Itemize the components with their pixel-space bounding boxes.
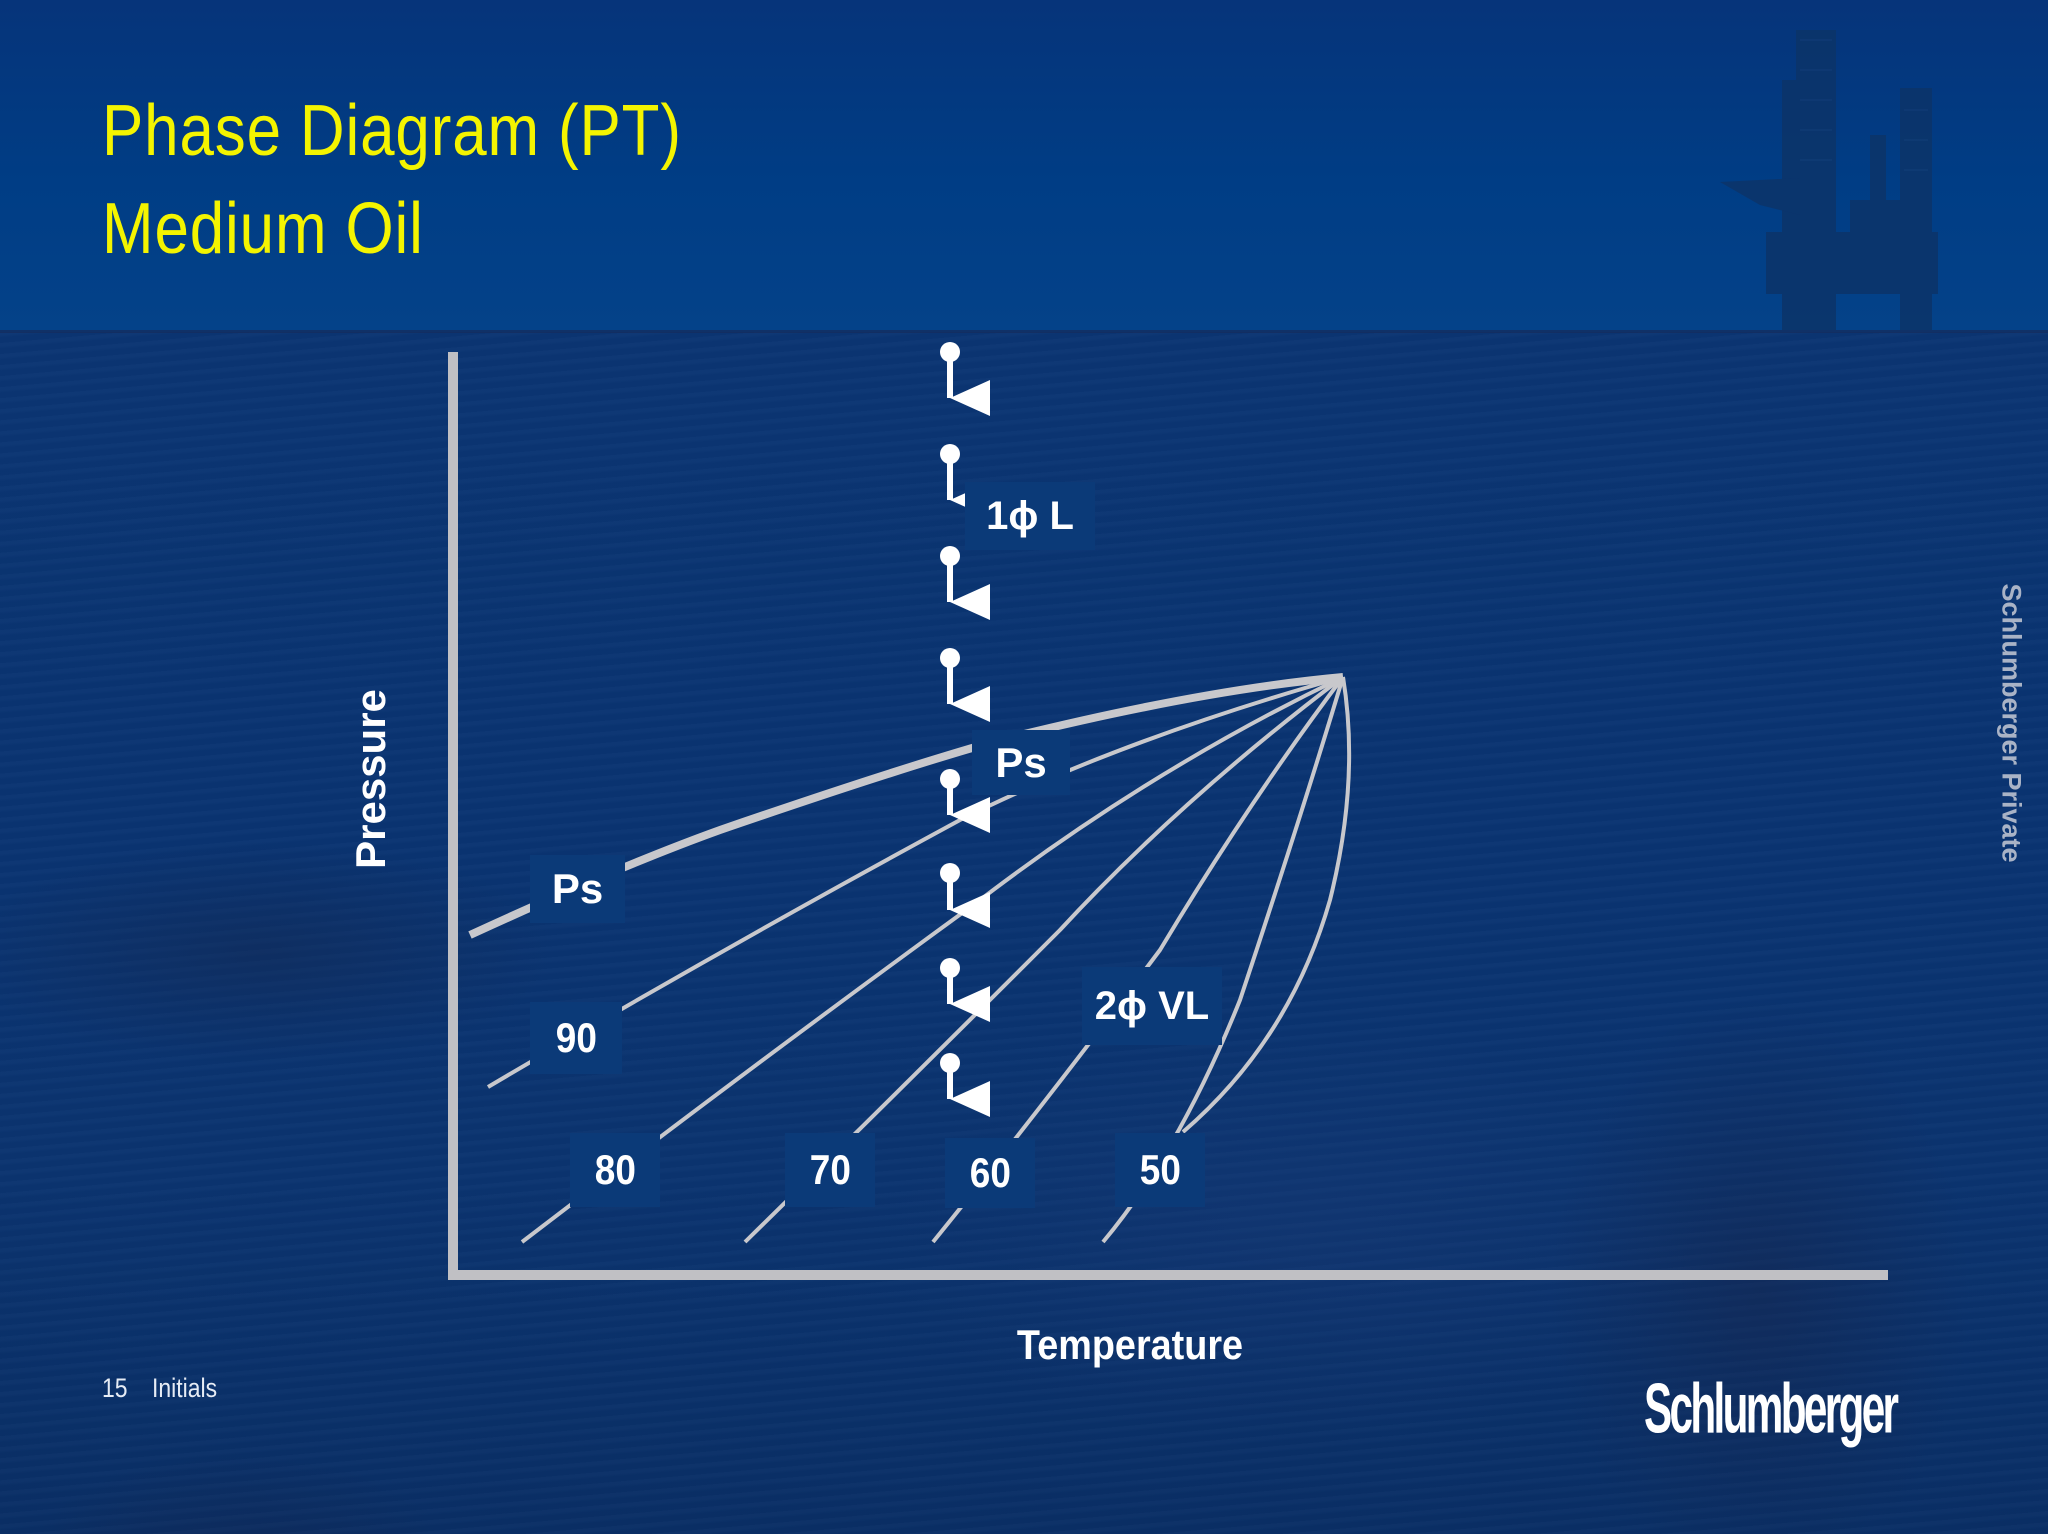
arrow-3 [940, 546, 990, 620]
slide-title: Phase Diagram (PT) Medium Oil [102, 82, 682, 278]
saturation-pressure-label-lower: Ps [530, 855, 625, 923]
arrow-5 [940, 769, 990, 833]
saturation-pressure-label-upper: Ps [972, 730, 1070, 795]
single-phase-liquid-label: 1ϕ L [965, 482, 1095, 550]
dew-point-curve [1181, 676, 1352, 1134]
footer-initials: Initials [152, 1373, 218, 1403]
y-axis-label: Pressure [347, 689, 394, 869]
title-line-2: Medium Oil [102, 189, 424, 269]
horizon-line [0, 330, 2048, 333]
arrow-8 [940, 1053, 990, 1117]
sky-background [0, 0, 2048, 332]
quality-label-90: 90 [530, 1002, 622, 1074]
quality-line-90 [486, 675, 1344, 1089]
arrow-6 [940, 863, 990, 928]
classification-label: Schlumberger Private [1996, 583, 2027, 863]
x-axis-label: Temperature [1016, 1321, 1244, 1368]
two-phase-vapor-liquid-label: 2ϕ VL [1082, 967, 1222, 1045]
quality-label-50: 50 [1115, 1133, 1205, 1207]
schlumberger-logo: Schlumberger [1644, 1368, 1899, 1449]
arrow-7 [940, 958, 990, 1022]
quality-label-70: 70 [785, 1133, 875, 1207]
arrow-1 [940, 342, 990, 416]
depletion-path [940, 342, 990, 1117]
title-line-1: Phase Diagram (PT) [102, 91, 682, 171]
page-number: 15 [102, 1373, 128, 1403]
arrow-2 [940, 444, 990, 518]
oil-rig-icon [1720, 30, 1938, 330]
arrow-4 [940, 648, 990, 722]
quality-label-80: 80 [570, 1133, 660, 1207]
quality-label-60: 60 [945, 1138, 1035, 1208]
